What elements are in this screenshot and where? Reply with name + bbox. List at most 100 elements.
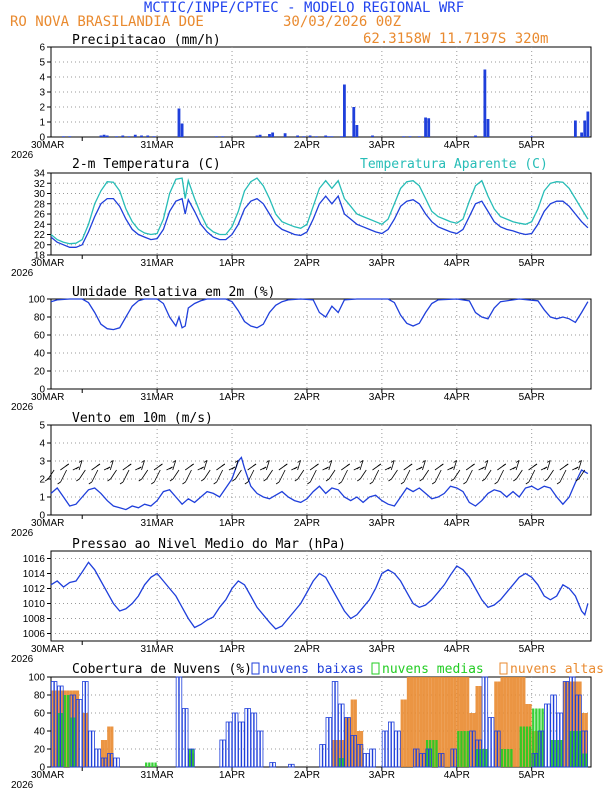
- wind-barb-head: [275, 481, 280, 485]
- cloud-bar-mid: [482, 749, 485, 767]
- cloud-bar-low: [231, 712, 236, 768]
- cloud-bar-mid: [519, 726, 522, 767]
- y-tick-label: 20: [34, 240, 46, 251]
- cloud-bar-high: [562, 681, 567, 767]
- cloud-bar-low: [103, 757, 108, 768]
- x-year-label: 2026: [11, 528, 34, 539]
- cloud-bar-high: [441, 677, 445, 767]
- cloud-bar-high: [506, 677, 510, 767]
- y-tick-label: 80: [34, 691, 46, 702]
- cloud-bar-high: [344, 717, 348, 767]
- y-tick-label: 2: [39, 103, 45, 114]
- cloud-bar-mid: [585, 753, 588, 767]
- precip-bar: [302, 136, 306, 137]
- cloud-bar-mid: [463, 731, 466, 767]
- x-tick-label: 31MAR: [140, 392, 173, 403]
- wind-barb: [297, 469, 305, 480]
- y-tick-label: 4: [39, 439, 45, 450]
- x-tick-label: 3APR: [369, 518, 395, 529]
- precip-bar: [105, 135, 109, 137]
- y-tick-label: 1016: [23, 554, 46, 565]
- wind-barb-head: [369, 481, 373, 485]
- cloud-bar-low: [341, 703, 345, 768]
- cloud-bar-mid: [479, 749, 482, 767]
- x-tick-label: 3APR: [369, 258, 395, 269]
- cloud-bar-high: [434, 677, 439, 767]
- panel-title: Vento em 10m (m/s): [72, 411, 213, 426]
- cloud-bar-mid: [510, 749, 513, 767]
- series-line: [50, 456, 589, 511]
- wind-barb-head: [564, 463, 569, 467]
- wind-barb: [247, 469, 255, 483]
- precip-bar: [330, 136, 334, 137]
- precip-bar: [408, 136, 412, 137]
- wind-barb-head: [547, 460, 551, 463]
- legend-label: nuvens baixas: [262, 662, 364, 677]
- cloud-bar-low: [572, 676, 576, 768]
- cloud-bar-high: [104, 740, 108, 767]
- cloud-bar-high: [438, 677, 442, 767]
- panel-title: Umidade Relativa em 2m (%): [72, 285, 276, 300]
- wind-barb-head: [387, 466, 392, 470]
- wind-barb-head: [65, 463, 69, 467]
- wind-barb-head: [575, 466, 579, 470]
- cloud-bar-mid: [466, 731, 469, 767]
- wind-barb-head: [556, 481, 561, 485]
- wind-barb: [341, 469, 348, 483]
- wind-barb-head: [440, 463, 444, 467]
- cloud-bar-mid: [457, 731, 460, 767]
- cloud-bar-high: [347, 717, 351, 767]
- y-tick-label: 20: [34, 367, 46, 378]
- cloud-bar-low: [110, 753, 114, 768]
- wind-barb-head: [502, 463, 506, 467]
- x-tick-label: 1APR: [219, 518, 245, 529]
- wind-barb: [546, 460, 551, 471]
- cloud-bar-low: [338, 703, 342, 768]
- plot-frame: [50, 424, 592, 516]
- panel-rh: 0 20 40 60 80 100 30MAR 31MAR 1APR 2APR 3APR 4APR 5A…: [11, 285, 592, 413]
- precip-bar: [324, 135, 328, 137]
- cloud-bar-low: [494, 730, 498, 768]
- precip-bar: [271, 132, 275, 137]
- wind-barb: [422, 460, 426, 471]
- cloud-bar-mid: [148, 762, 151, 767]
- wind-barb-head: [419, 478, 423, 482]
- cloud-bar-mid: [67, 695, 70, 767]
- y-tick-label: 1: [39, 493, 45, 504]
- cloud-bar-mid: [500, 749, 504, 767]
- x-tick-label: 3APR: [369, 770, 395, 781]
- cloud-bar-high: [444, 677, 448, 767]
- precip-bar: [255, 135, 259, 137]
- wind-barb-head: [138, 478, 142, 482]
- cloud-bar-low: [191, 748, 195, 768]
- y-tick-label: 1006: [23, 629, 46, 640]
- wind-barb: [578, 460, 582, 471]
- cloud-bar-high: [500, 677, 504, 767]
- wind-barb-head: [328, 460, 333, 463]
- plot-frame: [50, 550, 592, 642]
- wind-barb-head: [200, 478, 205, 482]
- y-tick-label: 1012: [23, 584, 46, 595]
- plot-frame: [50, 298, 592, 390]
- wind-barb-head: [294, 478, 299, 482]
- cloud-bar-high: [578, 681, 582, 767]
- y-tick-label: 32: [34, 179, 46, 190]
- cloud-bar-high: [478, 686, 482, 767]
- x-year-label: 2026: [11, 780, 34, 791]
- cloud-bar-low: [372, 748, 376, 768]
- cloud-bar-high: [472, 713, 476, 767]
- cloud-bar-low: [422, 753, 426, 768]
- y-tick-label: 1010: [23, 599, 46, 610]
- series-line: [50, 561, 589, 630]
- x-tick-label: 4APR: [444, 770, 470, 781]
- cloud-bar-low: [322, 744, 326, 768]
- cloud-bar-low: [175, 676, 180, 768]
- y-tick-label: 60: [34, 331, 46, 342]
- precip-bar: [62, 136, 65, 137]
- cloud-bar-high: [413, 677, 417, 767]
- y-tick-label: 34: [34, 169, 46, 180]
- cloud-bar-high: [497, 681, 501, 767]
- cloud-bar-low: [288, 763, 292, 768]
- y-tick-label: 80: [34, 313, 46, 324]
- series-line: [50, 298, 589, 331]
